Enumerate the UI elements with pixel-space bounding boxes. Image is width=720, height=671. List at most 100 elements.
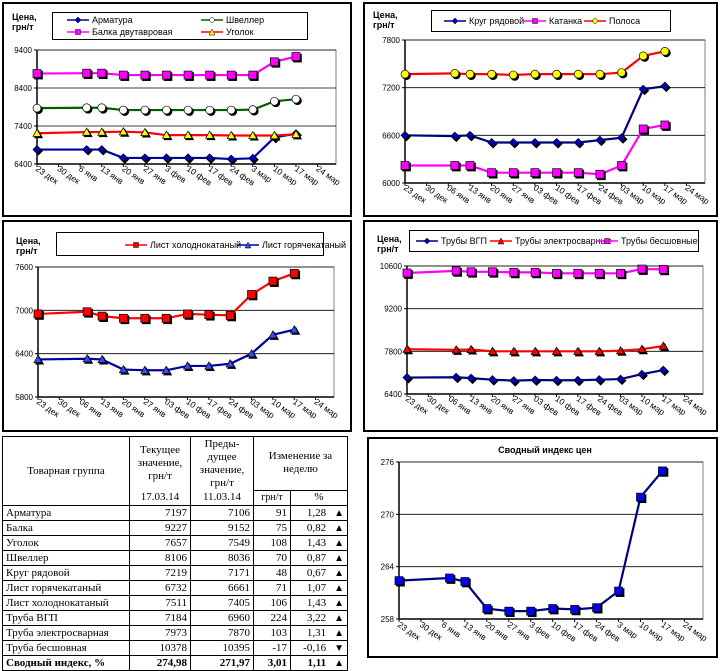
y-tick-label: 270 [381,510,395,519]
row-change-abs: 224 [253,610,291,626]
legend-item: Арматура [67,15,133,25]
chart-legend: Круг рядовой Катанка Полоса [431,10,671,32]
data-point [400,69,411,81]
data-point [268,276,279,287]
table-row: Труба ВГП 7184 6960 224 3,22 ▲ [2,610,348,626]
x-tick-label: 30 дек [56,396,83,419]
series-0 [402,365,670,387]
data-point [162,70,173,81]
pct-value: 3,22 [306,611,327,624]
data-point [183,105,194,116]
data-point [637,264,648,275]
data-point [140,70,151,81]
data-point [291,94,302,106]
chart-legend: Арматура Швеллер Балка двутавровая Уголок [52,12,308,40]
legend-label: Трубы электросварные [515,236,613,246]
legend-item: Катанка [524,16,582,26]
legend-label: Трубы бесшовные [621,236,698,246]
x-tick-label: 13 янв [462,619,489,642]
data-point [291,129,303,140]
arrow-up-icon: ▲ [334,627,344,639]
x-tick-label: 27 янв [511,393,538,416]
header-current: Текущее значение, грн/т [129,436,191,491]
data-point [97,145,108,156]
header-change-pct: % [290,489,348,507]
x-tick-label: 30 дек [424,182,451,205]
series-3 [32,126,303,141]
row-change-abs: -17 [253,640,291,656]
data-point [205,153,216,164]
series-1 [33,324,301,376]
data-point [400,161,411,172]
x-tick-label: 3 фев [528,619,553,641]
row-change-abs: 91 [253,505,291,521]
data-point [617,68,628,79]
data-point [465,69,476,81]
data-point [595,135,606,147]
row-change-pct: 0,67 ▲ [290,565,348,581]
data-point [617,133,628,144]
data-point [530,268,541,279]
y-tick-label: 7200 [382,84,400,93]
data-point [614,586,625,597]
y-tick-label: 264 [381,563,395,572]
x-tick-label: 06 янв [447,393,474,416]
table-row: Уголок 7657 7549 108 1,43 ▲ [2,535,348,551]
data-point [82,103,93,114]
table-total-row: Сводный индекс, % 274,98 271,97 3,01 1,11 ▲ [2,655,348,671]
x-tick-label: 13 янв [467,182,494,205]
legend-label: Швеллер [226,15,265,25]
data-point [400,130,411,142]
data-point [530,137,541,149]
y-tick-label: 9200 [384,305,402,314]
data-point [226,154,238,166]
data-point [402,344,414,355]
legend-item: Трубы бесшовные [596,236,698,246]
data-point [530,69,541,81]
arrow-up-icon: ▲ [334,522,344,534]
row-change-pct: 3,22 ▲ [290,610,348,626]
x-tick-label: 24 мар [312,396,340,420]
data-point [118,70,130,81]
data-point [205,130,216,141]
data-point [33,309,44,320]
arrow-down-icon: ▼ [334,642,344,654]
data-point [570,605,581,616]
x-tick-label: 20 янв [489,393,516,416]
row-name: Труба электросварная [2,625,130,641]
x-tick-label: 24 мар [681,619,709,643]
row-change-abs: 106 [253,595,291,611]
row-change-pct: 1,11 ▲ [290,655,348,671]
y-tick-label: 9400 [14,46,32,55]
legend-item: Лист холоднокатаный [125,240,241,250]
legend-swatch-icon [596,238,618,244]
x-tick-label: 6 янв [77,163,100,183]
chart-title: Сводный индекс цен [498,445,592,455]
row-current: 7184 [129,610,191,626]
legend-item: Уголок [201,27,254,37]
data-point [504,606,515,617]
chart-pipes: 6400 7800 9200 10600 23 дек 30 дек 06 янв 13 ян… [363,220,718,432]
row-name: Балка [2,520,130,536]
legend-swatch-icon [67,29,89,35]
data-point [460,577,471,588]
data-point [118,153,130,164]
data-point [33,354,45,365]
y-tick-label: 258 [381,615,395,624]
row-current: 8106 [129,550,191,566]
table-row: Лист горячекатаный 6732 6661 71 1,07 ▲ [2,580,348,596]
data-point [592,603,603,614]
series-0 [33,269,301,325]
data-point [487,69,498,81]
data-point [32,103,43,114]
y-tick-label: 7400 [14,122,32,131]
data-point [140,153,151,164]
data-point [118,126,130,137]
legend-swatch-icon [67,16,89,24]
row-change-abs: 108 [253,535,291,551]
arrow-up-icon: ▲ [334,597,344,609]
x-tick-label: 20 янв [120,396,147,419]
price-table: Товарная группа Текущее значение, грн/т … [2,436,348,671]
legend-swatch-icon [490,237,512,245]
